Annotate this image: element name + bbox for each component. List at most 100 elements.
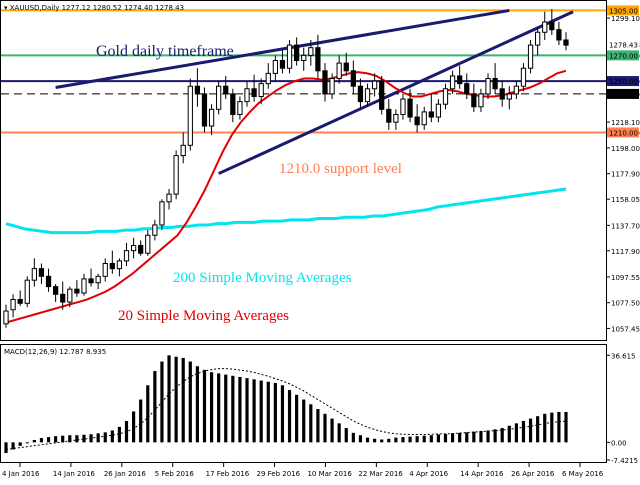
candle-body <box>159 201 165 226</box>
level-label: 1250.00 <box>609 78 638 86</box>
candle-body <box>329 78 335 95</box>
macd-bar <box>564 411 568 443</box>
price-axis: 1299.10 1278.43 1270.00 1250.00 1240.00 1218.… <box>606 15 640 333</box>
candle-body <box>81 278 87 294</box>
candle-body <box>322 70 328 95</box>
candle-body <box>272 60 278 74</box>
candle-body <box>357 85 364 103</box>
candle-body <box>138 245 144 254</box>
macd-bar <box>394 437 398 443</box>
candle-body <box>194 85 201 95</box>
title-annotation: Gold daily timeframe <box>96 43 234 60</box>
macd-bar <box>450 433 455 443</box>
current-price-label-box <box>607 39 639 50</box>
macd-bar <box>536 416 540 443</box>
macd-bar <box>543 413 547 443</box>
time-tick-label: 26 Jan 2016 <box>104 470 147 478</box>
candles <box>3 9 569 328</box>
macd-tick-label: -7.4215 <box>611 457 638 465</box>
candle-body <box>223 85 229 95</box>
level-label-box <box>607 76 639 87</box>
candle-body <box>400 98 406 115</box>
candle-body <box>556 29 562 41</box>
macd-bar <box>266 381 270 443</box>
macd-bar <box>32 439 36 443</box>
candle-body <box>414 116 420 126</box>
candle-body <box>471 93 477 108</box>
candle-body <box>442 88 449 105</box>
macd-bar <box>146 385 150 443</box>
channel-lower-line <box>218 10 574 175</box>
macd-bar <box>224 374 228 443</box>
candle-body <box>421 111 427 126</box>
candle-body <box>279 60 286 69</box>
macd-bar <box>337 423 341 443</box>
candle-body <box>251 88 257 97</box>
level-label: 1305.00 <box>609 7 638 15</box>
candle-body <box>294 44 300 62</box>
macd-bar <box>117 426 122 443</box>
macd-bar <box>351 432 355 443</box>
candle-body <box>109 262 115 270</box>
candle-body <box>102 262 108 277</box>
candle-body <box>123 250 130 262</box>
candle-body <box>407 98 413 118</box>
macd-bar <box>153 371 157 443</box>
level-label: 1210.00 <box>609 129 638 137</box>
macd-bar <box>557 411 561 443</box>
price-tick-label: 1158.05 <box>611 196 640 204</box>
candle-body <box>535 31 541 46</box>
macd-bar <box>103 432 107 443</box>
macd-bar <box>75 435 79 443</box>
symbol-header: ▾ XAUUSD,Daily 1277.12 1280.52 1274.40 1… <box>4 4 184 12</box>
macd-bar <box>202 369 207 443</box>
macd-tick-label: 0.00 <box>611 439 627 447</box>
macd-bar <box>231 375 235 443</box>
candle-body <box>145 234 151 254</box>
macd-bar <box>39 438 44 443</box>
macd-bar <box>429 435 433 443</box>
macd-bar <box>465 432 469 443</box>
candle-body <box>187 85 193 146</box>
macd-bar <box>408 436 412 443</box>
macd-bar <box>96 433 100 443</box>
candle-body <box>542 21 548 33</box>
macd-axis: 36.615 0.00 -7.4215 <box>606 352 638 465</box>
candle-body <box>457 75 463 85</box>
macd-bar <box>217 373 221 443</box>
candle-body <box>393 113 399 123</box>
macd-bar <box>528 418 533 443</box>
macd-bar <box>550 412 554 443</box>
price-tick-label: 1218.10 <box>611 119 640 127</box>
candle-body <box>435 103 442 118</box>
macd-bar <box>493 429 497 443</box>
time-tick-label: 4 Apr 2016 <box>409 470 448 478</box>
candle-body <box>237 101 243 115</box>
macd-bar <box>46 437 51 443</box>
macd-bar <box>4 442 8 454</box>
macd-bar <box>323 413 327 443</box>
price-tick-label: 1299.10 <box>611 15 640 23</box>
macd-bar <box>387 438 391 443</box>
level-label: 1270.00 <box>609 52 638 60</box>
macd-bar <box>422 435 426 443</box>
candle-body <box>371 80 378 90</box>
candle-body <box>152 224 158 236</box>
candle-body <box>52 286 59 295</box>
support-annotation: 1210.0 support level <box>279 161 402 177</box>
price-tick-label: 1057.45 <box>611 325 640 333</box>
macd-bar <box>252 379 256 443</box>
time-tick-label: 29 Feb 2016 <box>257 470 301 478</box>
level-labels: 1305.00 1270.00 1250.00 1240.00 1210.00 1278.… <box>607 5 639 138</box>
level-label-box <box>607 88 639 99</box>
macd-bar <box>302 399 306 443</box>
sma200-path <box>5 187 567 235</box>
macd-bar <box>110 430 114 443</box>
candle-body <box>45 275 52 288</box>
trend-channel <box>55 8 574 175</box>
macd-bar <box>54 436 58 443</box>
level-label: 1240.00 <box>609 91 638 99</box>
candle-body <box>286 44 293 69</box>
macd-bar <box>401 437 405 443</box>
macd-bar <box>280 385 285 443</box>
